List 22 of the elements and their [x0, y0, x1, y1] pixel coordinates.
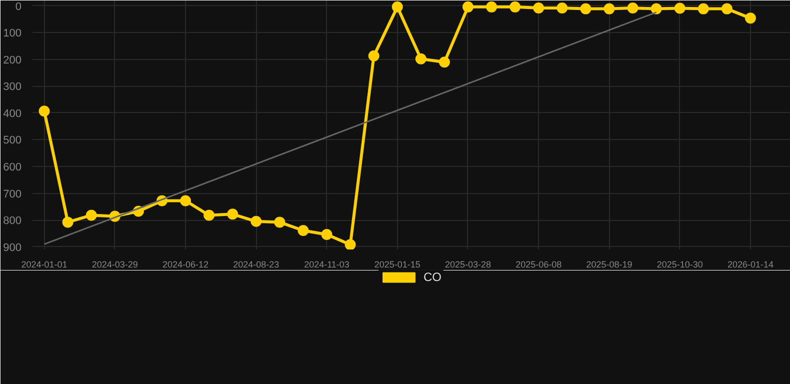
x-tick-label: 2024-01-01 [21, 260, 68, 270]
x-tick-label: 2026-01-14 [727, 260, 774, 270]
y-tick-label: 500 [3, 134, 22, 147]
y-tick-label: 700 [3, 188, 22, 200]
y-tick-label: 600 [3, 162, 22, 174]
y-tick-label: 900 [3, 242, 22, 254]
y-tick-label: 800 [3, 215, 22, 228]
x-tick-label: 2024-11-03 [304, 260, 350, 270]
y-tick-label: 400 [3, 108, 22, 120]
y-tick-label: 200 [3, 54, 22, 66]
x-tick-label: 2025-10-30 [656, 260, 703, 270]
legend-label: CO [424, 270, 442, 284]
x-tick-label: 2024-08-23 [233, 260, 280, 270]
x-tick-label: 2025-01-15 [374, 260, 420, 270]
y-tick-label: 300 [3, 81, 22, 94]
x-tick-label: 2024-06-12 [162, 260, 209, 270]
x-tick-label: 2025-06-08 [516, 260, 562, 270]
x-tick-label: 2025-08-19 [586, 260, 632, 270]
x-tick-label: 2025-03-28 [444, 260, 492, 270]
y-tick-label: 100 [3, 28, 22, 40]
x-tick-label: 2024-03-29 [92, 260, 138, 270]
y-tick-label: 0 [15, 0, 22, 13]
